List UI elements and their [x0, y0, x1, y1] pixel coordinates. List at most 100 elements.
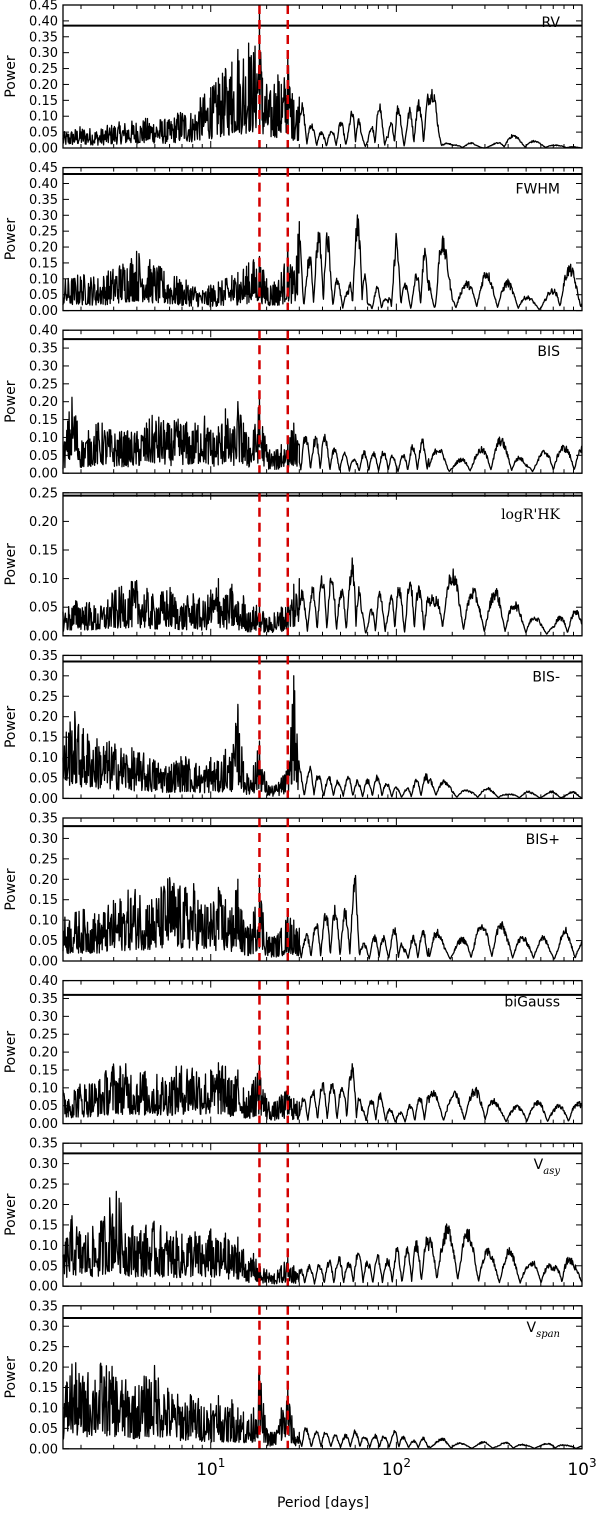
- y-tick-label: 0.15: [29, 413, 58, 428]
- panel-label-text: V: [534, 1157, 544, 1173]
- y-axis-title: Power: [3, 55, 19, 98]
- panel-frame: [62, 1305, 583, 1450]
- y-tick-label: 0.35: [29, 992, 58, 1007]
- panel-7: 0.00 0.05 0.10 0.15 0.20 0.25 0.30 0.35 0.40 Powe…: [3, 974, 583, 1132]
- y-axis-title: Power: [3, 1031, 19, 1074]
- panel-label-text: biGauss: [504, 995, 560, 1011]
- panel-frame: [62, 979, 583, 1125]
- y-tick-label: 0.30: [29, 209, 58, 224]
- y-tick-label: 0.05: [29, 601, 58, 616]
- y-tick-label: 0.00: [29, 304, 58, 319]
- panel-label-text: V: [526, 1320, 536, 1336]
- panel-2: 0.000.050.100.150.200.250.300.350.400.45…: [3, 161, 583, 319]
- y-tick-label: 0.05: [29, 449, 58, 464]
- y-tick-label: 0.20: [29, 873, 58, 888]
- series-line: [62, 7, 583, 149]
- y-tick-label: 0.35: [29, 649, 58, 664]
- panel-label-subscript: span: [536, 1329, 560, 1340]
- y-tick-label: 0.25: [29, 1178, 58, 1193]
- series-line: [62, 557, 583, 635]
- panel-label: biGauss: [504, 995, 560, 1011]
- y-tick-label: 0.35: [29, 30, 58, 45]
- panel-label: Vspan: [526, 1320, 560, 1340]
- y-tick-label: 0.20: [29, 710, 58, 725]
- y-tick-label: 0.15: [29, 256, 58, 271]
- panel-9: 0.00 0.05 0.10 0.15 0.20 0.25 0.30 0.35 Power Vsp…: [3, 1299, 583, 1457]
- series-line: [62, 1362, 583, 1450]
- y-tick-label: 0.05: [29, 288, 58, 303]
- y-tick-label: 0.20: [29, 1046, 58, 1061]
- y-axis-title: Power: [3, 705, 19, 748]
- y-tick-label: 0.00: [29, 467, 58, 482]
- panel-8: 0.00 0.05 0.10 0.15 0.20 0.25 0.30 0.35 Power Vas…: [3, 1137, 583, 1295]
- panel-label: RV: [541, 15, 560, 31]
- y-axis-title: Power: [3, 543, 19, 586]
- y-tick-label: 0.20: [29, 395, 58, 410]
- y-tick-label: 0.20: [29, 78, 58, 93]
- y-tick-label: 0.10: [29, 1081, 58, 1096]
- y-tick-label: 0.25: [29, 690, 58, 705]
- y-tick-label: 0.15: [29, 1381, 58, 1396]
- y-tick-label: 0.30: [29, 669, 58, 684]
- panel-label: BIS-: [532, 669, 560, 685]
- panel-frame: [62, 1142, 583, 1287]
- x-tick-label-base: 10: [196, 1460, 218, 1480]
- y-tick-label: 0.15: [29, 544, 58, 559]
- y-tick-label: 0.30: [29, 1010, 58, 1025]
- y-tick-label: 0.40: [29, 974, 58, 989]
- y-axis-title: Power: [3, 218, 19, 261]
- y-tick-label: 0.25: [29, 225, 58, 240]
- y-tick-label: 0.10: [29, 110, 58, 125]
- y-tick-label: 0.15: [29, 1063, 58, 1078]
- y-tick-label: 0.10: [29, 1401, 58, 1416]
- y-tick-label: 0.05: [29, 771, 58, 786]
- y-tick-label: 0.20: [29, 1361, 58, 1376]
- y-tick-label: 0.35: [29, 342, 58, 357]
- panel-frame: [62, 4, 583, 149]
- panel-label: BIS: [537, 344, 560, 360]
- y-tick-label: 0.20: [29, 1198, 58, 1213]
- series-line: [62, 675, 583, 799]
- y-tick-label: 0.05: [29, 1422, 58, 1437]
- y-tick-label: 0.25: [29, 1340, 58, 1355]
- x-tick-label-base: 10: [567, 1460, 589, 1480]
- y-tick-label: 0.05: [29, 934, 58, 949]
- series-line: [62, 214, 583, 311]
- panel-frame: [62, 329, 583, 474]
- panel-4: 0.00 0.05 0.10 0.15 0.20 0.25 Power logR'HK: [3, 486, 583, 644]
- y-tick-label: 0.00: [29, 629, 58, 644]
- y-tick-label: 0.30: [29, 46, 58, 61]
- panel-frame: [62, 492, 583, 637]
- y-tick-label: 0.15: [29, 94, 58, 109]
- y-tick-label: 0.40: [29, 324, 58, 339]
- x-tick-label: 103: [567, 1456, 596, 1480]
- x-tick-label-base: 10: [382, 1460, 404, 1480]
- y-tick-label: 0.10: [29, 572, 58, 587]
- y-tick-label: 0.40: [29, 177, 58, 192]
- panel-5: 0.00 0.05 0.10 0.15 0.20 0.25 0.30 0.35 Power BIS…: [3, 649, 583, 807]
- series-line: [62, 874, 583, 960]
- panel-1: 0.000.050.100.150.200.250.300.350.400.45…: [3, 0, 583, 157]
- panel-label: logR'HK: [501, 507, 560, 523]
- panel-3: 0.00 0.05 0.10 0.15 0.20 0.25 0.30 0.35 0.40 Powe…: [3, 324, 583, 482]
- panel-label: BIS+: [526, 832, 560, 848]
- panel-label-text: BIS: [537, 344, 560, 360]
- y-tick-label: 0.35: [29, 812, 58, 827]
- y-tick-label: 0.00: [29, 955, 58, 970]
- y-tick-label: 0.10: [29, 431, 58, 446]
- y-tick-label: 0.00: [29, 792, 58, 807]
- y-tick-label: 0.05: [29, 126, 58, 141]
- y-tick-label: 0.30: [29, 832, 58, 847]
- y-tick-label: 0.25: [29, 486, 58, 501]
- y-tick-label: 0.35: [29, 1299, 58, 1314]
- y-tick-label: 0.25: [29, 852, 58, 867]
- panel-label-subscript: asy: [543, 1166, 560, 1177]
- y-tick-label: 0.05: [29, 1259, 58, 1274]
- y-axis-title: Power: [3, 380, 19, 423]
- panel-6: 0.00 0.05 0.10 0.15 0.20 0.25 0.30 0.35 Power BIS…: [3, 812, 583, 970]
- y-tick-label: 0.45: [29, 161, 58, 176]
- series-line: [62, 1190, 583, 1285]
- panel-label-text: BIS+: [526, 832, 560, 848]
- y-tick-label: 0.05: [29, 1099, 58, 1114]
- y-tick-label: 0.00: [29, 1117, 58, 1132]
